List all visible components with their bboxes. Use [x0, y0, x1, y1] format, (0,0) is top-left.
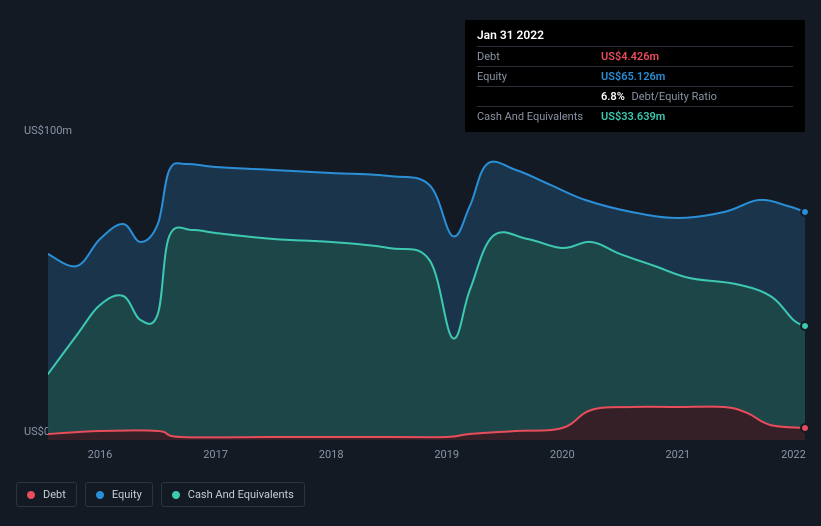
- tooltip-label: Debt: [477, 50, 601, 63]
- x-axis: 2016 2017 2018 2019 2020 2021 2022: [48, 448, 805, 464]
- chart-legend: Debt Equity Cash And Equivalents: [16, 482, 305, 507]
- x-tick-label: 2017: [203, 448, 228, 461]
- legend-label: Cash And Equivalents: [188, 488, 294, 501]
- x-tick-label: 2020: [550, 448, 575, 461]
- legend-item-equity[interactable]: Equity: [85, 482, 153, 507]
- x-tick-label: 2019: [434, 448, 459, 461]
- series-end-dot: [800, 423, 810, 433]
- legend-dot-icon: [96, 491, 104, 499]
- tooltip-value: US$33.639m: [601, 110, 665, 123]
- tooltip-row-equity: Equity US$65.126m: [477, 66, 793, 86]
- x-tick-label: 2021: [665, 448, 690, 461]
- legend-dot-icon: [172, 491, 180, 499]
- series-end-dot: [800, 321, 810, 331]
- legend-item-cash[interactable]: Cash And Equivalents: [161, 482, 305, 507]
- tooltip-label: Equity: [477, 70, 601, 83]
- tooltip-date: Jan 31 2022: [477, 28, 793, 42]
- tooltip-label: [477, 90, 601, 103]
- y-max-label: US$100m: [24, 124, 72, 137]
- tooltip-ratio-text: Debt/Equity Ratio: [632, 90, 717, 103]
- tooltip-row-ratio: 6.8% Debt/Equity Ratio: [477, 86, 793, 106]
- tooltip-label: Cash And Equivalents: [477, 110, 601, 123]
- tooltip-value: US$65.126m: [601, 70, 665, 83]
- tooltip-row-cash: Cash And Equivalents US$33.639m: [477, 106, 793, 126]
- legend-item-debt[interactable]: Debt: [16, 482, 77, 507]
- chart-area[interactable]: [16, 140, 805, 440]
- legend-dot-icon: [27, 491, 35, 499]
- series-end-dot: [800, 207, 810, 217]
- tooltip-row-debt: Debt US$4.426m: [477, 46, 793, 66]
- legend-label: Debt: [43, 488, 66, 501]
- legend-label: Equity: [112, 488, 142, 501]
- x-tick-label: 2016: [88, 448, 113, 461]
- x-tick-label: 2018: [319, 448, 344, 461]
- tooltip-value: US$4.426m: [601, 50, 659, 63]
- chart-tooltip: Jan 31 2022 Debt US$4.426m Equity US$65.…: [465, 20, 805, 132]
- x-tick-label: 2022: [781, 448, 806, 461]
- area-chart-svg: [48, 140, 805, 440]
- tooltip-ratio-pct: 6.8%: [601, 90, 625, 103]
